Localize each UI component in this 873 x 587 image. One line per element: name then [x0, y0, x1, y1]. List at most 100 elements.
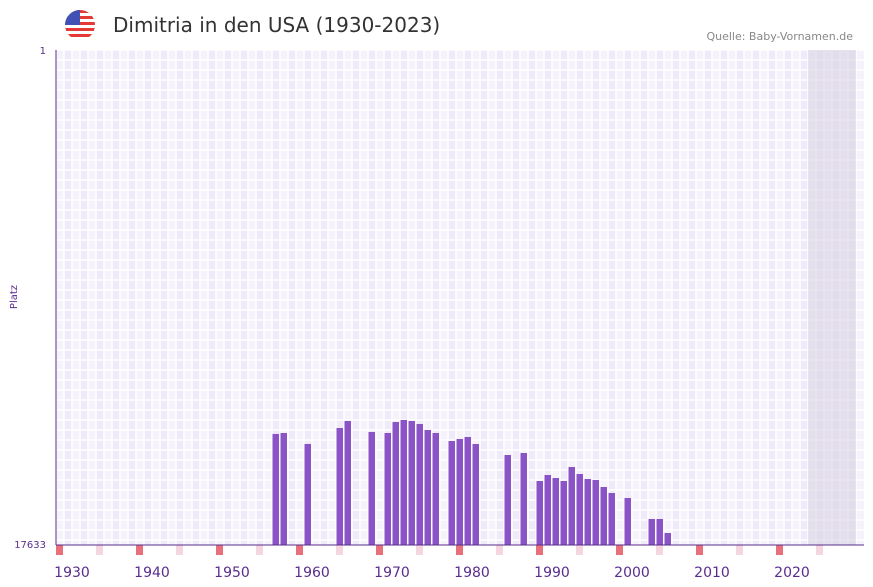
year-marker	[456, 545, 463, 555]
bar-1969	[368, 431, 375, 545]
bar-1961	[304, 443, 311, 545]
xtick-label: 1950	[214, 565, 250, 581]
xtick-label: 1980	[454, 565, 490, 581]
grid-column	[256, 50, 264, 545]
bar-1988	[520, 453, 527, 545]
grid-column	[704, 50, 712, 545]
bar-2001	[624, 498, 631, 545]
grid-column	[184, 50, 192, 545]
bar-1974	[408, 420, 415, 545]
grid-column	[608, 50, 616, 545]
year-marker	[656, 545, 663, 555]
grid-column	[400, 50, 408, 545]
grid-column	[64, 50, 72, 545]
grid-column	[136, 50, 144, 545]
grid-column	[144, 50, 152, 545]
grid-column	[296, 50, 304, 545]
xtick-label: 1990	[534, 565, 570, 581]
grid-column	[456, 50, 464, 545]
grid-column	[328, 50, 336, 545]
grid-column	[480, 50, 488, 545]
grid-column	[208, 50, 216, 545]
bar-1979	[448, 440, 455, 545]
xtick-label: 1940	[134, 565, 170, 581]
year-marker	[416, 545, 423, 555]
grid-column	[112, 50, 120, 545]
bar-1972	[392, 421, 399, 545]
grid-column	[568, 50, 576, 545]
grid-column	[760, 50, 768, 545]
grid-column	[664, 50, 672, 545]
grid-column	[576, 50, 584, 545]
bar-1986	[504, 454, 511, 545]
grid-column	[120, 50, 128, 545]
bar-1991	[544, 475, 551, 545]
bar-1993	[560, 480, 567, 545]
grid-column	[688, 50, 696, 545]
grid-column	[680, 50, 688, 545]
grid-column	[360, 50, 368, 545]
bar-1965	[336, 427, 343, 545]
grid-column	[472, 50, 480, 545]
grid-column	[720, 50, 728, 545]
grid-column	[176, 50, 184, 545]
bar-1977	[432, 432, 439, 545]
xtick-label: 1970	[374, 565, 410, 581]
grid-column	[376, 50, 384, 545]
grid-column	[272, 50, 280, 545]
grid-column	[792, 50, 800, 545]
grid-column	[672, 50, 680, 545]
year-marker	[96, 545, 103, 555]
grid-column	[384, 50, 392, 545]
bar-1976	[424, 429, 431, 545]
year-marker	[176, 545, 183, 555]
year-marker	[296, 545, 303, 555]
y-axis-label: Platz	[9, 285, 20, 309]
grid-column	[496, 50, 504, 545]
grid-column	[560, 50, 568, 545]
grid-column	[88, 50, 96, 545]
grid-column	[152, 50, 160, 545]
grid-column	[336, 50, 344, 545]
grid-column	[592, 50, 600, 545]
grid-column	[352, 50, 360, 545]
bar-1966	[344, 420, 351, 545]
grid-column	[160, 50, 168, 545]
bar-1996	[584, 478, 591, 545]
year-marker	[536, 545, 543, 555]
grid-column	[72, 50, 80, 545]
grid-column	[520, 50, 528, 545]
xtick-label: 1930	[54, 565, 90, 581]
grid-column	[240, 50, 248, 545]
grid-column	[248, 50, 256, 545]
grid-column	[544, 50, 552, 545]
grid-column	[264, 50, 272, 545]
grid-column	[312, 50, 320, 545]
grid-column	[224, 50, 232, 545]
bar-1957	[272, 433, 279, 545]
grid-column	[216, 50, 224, 545]
year-marker	[776, 545, 783, 555]
bar-1994	[568, 466, 575, 545]
bar-1999	[608, 493, 615, 545]
year-marker	[336, 545, 343, 555]
grid-column	[552, 50, 560, 545]
grid-column	[304, 50, 312, 545]
grid-column	[584, 50, 592, 545]
xtick-label: 2000	[614, 565, 650, 581]
bar-2006	[664, 533, 671, 545]
xtick-label: 1960	[294, 565, 330, 581]
grid-column	[344, 50, 352, 545]
year-marker	[816, 545, 823, 555]
grid-column	[784, 50, 792, 545]
ytick-label: 1	[40, 46, 46, 57]
grid-column	[752, 50, 760, 545]
grid-column	[232, 50, 240, 545]
year-marker	[696, 545, 703, 555]
year-marker	[736, 545, 743, 555]
bar-1971	[384, 432, 391, 545]
grid-column	[128, 50, 136, 545]
bar-1973	[400, 419, 407, 545]
grid-column	[408, 50, 416, 545]
year-marker	[216, 545, 223, 555]
